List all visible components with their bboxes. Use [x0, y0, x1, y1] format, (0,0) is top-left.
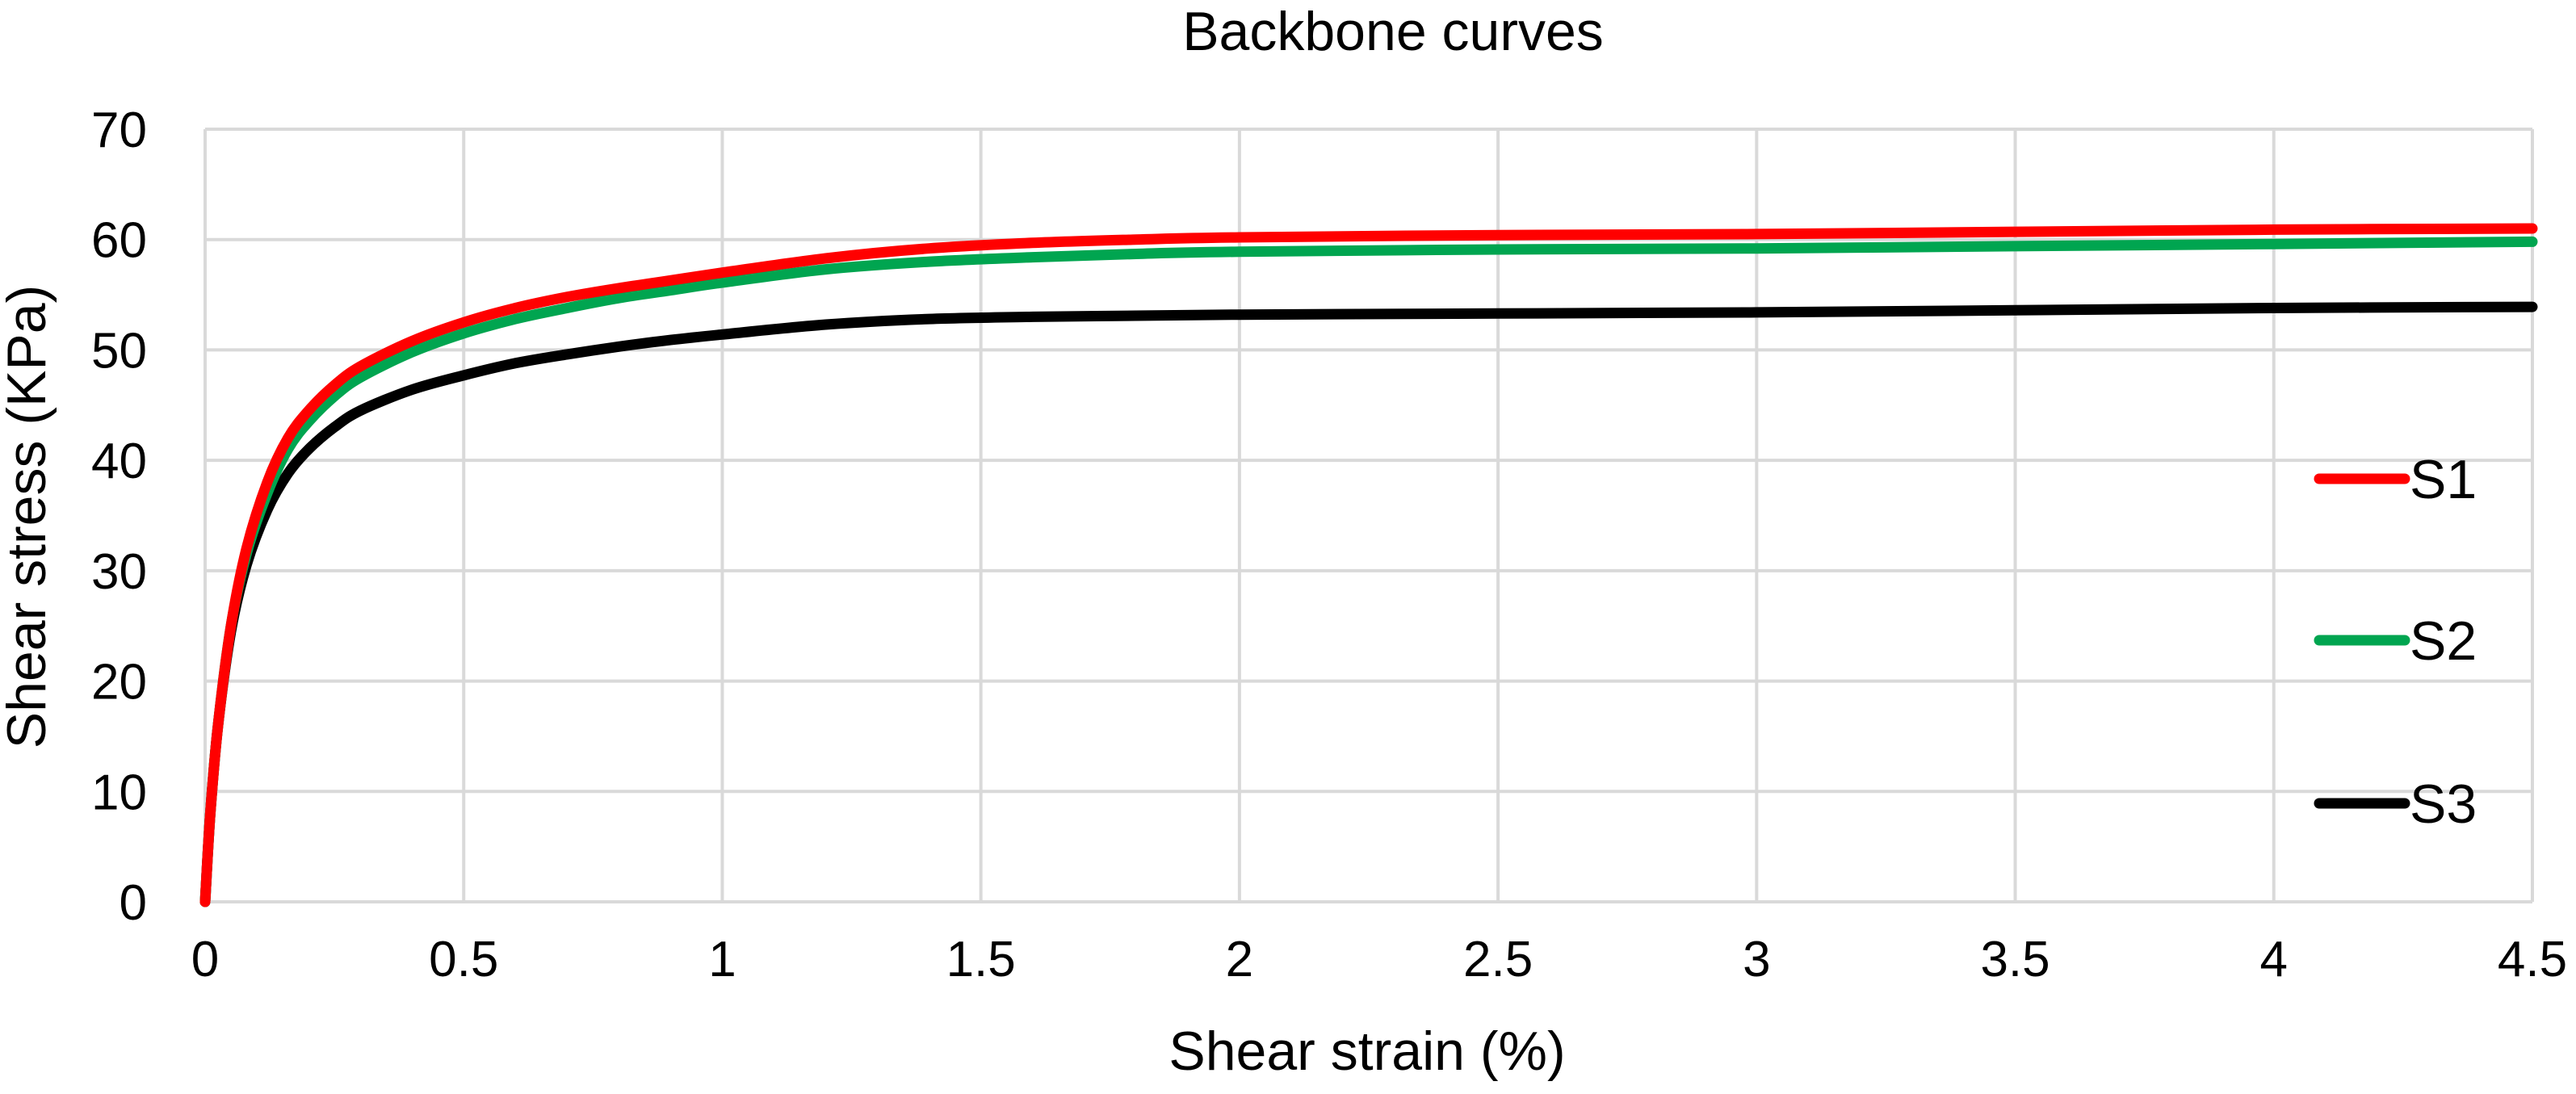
y-tick-label: 20: [91, 655, 147, 710]
x-tick-label: 1: [708, 932, 736, 987]
y-tick-label: 30: [91, 544, 147, 600]
chart-title: Backbone curves: [1182, 1, 1604, 62]
y-tick-label: 10: [91, 765, 147, 820]
x-tick-label: 0: [191, 932, 219, 987]
x-tick-label: 3: [1743, 932, 1770, 987]
series-line-s3: [199, 301, 2538, 907]
x-tick-label: 4: [2260, 932, 2288, 987]
y-tick-label: 50: [91, 323, 147, 379]
series-line-s1: [199, 223, 2538, 907]
x-tick-label: 3.5: [1980, 932, 2049, 987]
legend: S1 S2 S3: [2314, 449, 2477, 835]
y-tick-label: 60: [91, 213, 147, 269]
series-layer: [199, 223, 2538, 907]
y-tick-label: 0: [120, 875, 147, 931]
y-tick-label: 40: [91, 434, 147, 489]
x-axis-title: Shear strain (%): [1168, 1021, 1565, 1082]
legend-label-s1: S1: [2410, 449, 2477, 510]
x-tick-label: 4.5: [2498, 932, 2567, 987]
tick-layer: 0 10 20 30 40 50 60 70 0 0.5 1 1.5 2 2.5 3 3.5 4 4.5: [91, 103, 2567, 987]
x-tick-label: 2: [1226, 932, 1253, 987]
x-tick-label: 1.5: [946, 932, 1016, 987]
y-tick-label: 70: [91, 103, 147, 158]
legend-label-s2: S2: [2410, 610, 2477, 672]
legend-label-s3: S3: [2410, 773, 2477, 835]
y-axis-title: Shear stress (KPa): [0, 285, 57, 748]
x-tick-label: 2.5: [1463, 932, 1533, 987]
x-tick-label: 0.5: [429, 932, 498, 987]
